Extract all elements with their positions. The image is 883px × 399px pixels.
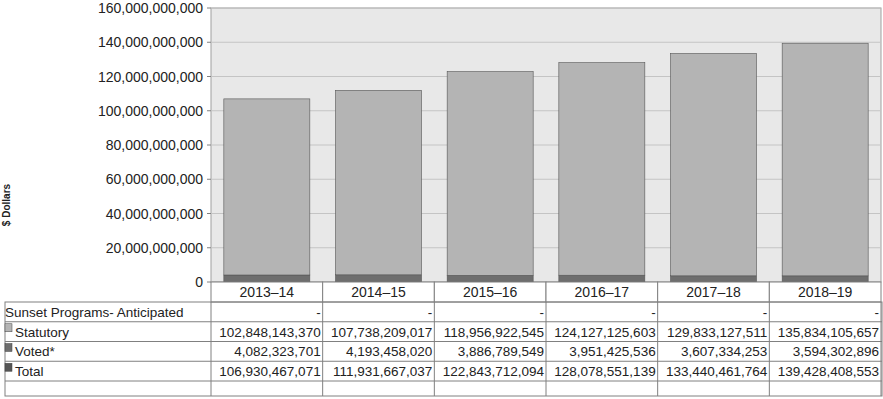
table-col-line bbox=[211, 302, 212, 396]
table-col-line bbox=[769, 302, 770, 396]
table-cell: 106,930,467,071 bbox=[219, 364, 320, 379]
category-label: 2015–16 bbox=[463, 284, 518, 300]
bar bbox=[782, 43, 868, 276]
table-col-line bbox=[434, 302, 435, 396]
axis-title: $ Dollars bbox=[1, 183, 12, 226]
table-cell: 107,738,209,017 bbox=[331, 325, 432, 340]
row-label: Voted* bbox=[15, 344, 56, 359]
table-cell: 3,594,302,896 bbox=[793, 344, 879, 359]
tick-label: 80,000,000,000 bbox=[106, 137, 204, 153]
legend-marker bbox=[5, 344, 12, 352]
tick-label: 120,000,000,000 bbox=[98, 69, 203, 85]
category-cell bbox=[323, 282, 435, 302]
table-row-line bbox=[5, 321, 882, 322]
table-cell: 3,607,334,253 bbox=[681, 344, 767, 359]
table-cell: 102,848,143,370 bbox=[219, 325, 320, 340]
category-label: 2013–14 bbox=[240, 284, 295, 300]
bar bbox=[224, 99, 310, 275]
tick-label: 100,000,000,000 bbox=[98, 103, 203, 119]
tick-mark bbox=[207, 179, 211, 180]
bar bbox=[447, 72, 533, 276]
table-cell: 133,440,461,764 bbox=[666, 364, 768, 379]
tick-mark bbox=[207, 282, 211, 283]
grid-line bbox=[211, 76, 881, 77]
category-cell bbox=[658, 282, 770, 302]
tick-label: 140,000,000,000 bbox=[98, 34, 203, 50]
category-label: 2018–19 bbox=[798, 284, 853, 300]
grid-line bbox=[211, 110, 881, 111]
category-label: 2016–17 bbox=[575, 284, 630, 300]
tick-mark bbox=[207, 145, 211, 146]
category-cell bbox=[434, 282, 546, 302]
table-col-line bbox=[322, 302, 323, 396]
table-cell: 122,843,712,094 bbox=[443, 364, 545, 379]
tick-mark bbox=[207, 76, 211, 77]
bar bbox=[559, 63, 645, 276]
table-cell: 3,886,789,549 bbox=[458, 344, 544, 359]
bar bbox=[671, 276, 757, 282]
bars bbox=[224, 43, 868, 282]
row-label: Statutory bbox=[15, 325, 69, 340]
table-row-line bbox=[5, 361, 882, 362]
tick-mark bbox=[207, 110, 211, 111]
table-row-line bbox=[5, 381, 882, 382]
grid-line bbox=[211, 145, 881, 146]
tick-label: 40,000,000,000 bbox=[106, 206, 204, 222]
grid-line bbox=[211, 8, 881, 9]
tick-mark bbox=[207, 42, 211, 43]
grid-line bbox=[211, 179, 881, 180]
category-label: 2017–18 bbox=[686, 284, 741, 300]
row-label: Total bbox=[15, 364, 44, 379]
bar bbox=[336, 275, 422, 282]
tick-label: 160,000,000,000 bbox=[98, 0, 203, 16]
tick-label: 0 bbox=[195, 274, 203, 290]
table-cell: 128,078,551,139 bbox=[554, 364, 655, 379]
category-cell bbox=[211, 282, 323, 302]
table-cell: 139,428,408,553 bbox=[778, 364, 879, 379]
bar bbox=[336, 90, 422, 275]
grid-line bbox=[211, 213, 881, 214]
table-cell: 124,127,125,603 bbox=[554, 325, 655, 340]
table-cell: 4,082,323,701 bbox=[234, 344, 320, 359]
table-cell: - bbox=[651, 305, 656, 320]
tick-mark bbox=[207, 8, 211, 9]
bar bbox=[782, 276, 868, 282]
row-label: Sunset Programs- Anticipated bbox=[5, 305, 184, 320]
table-cell: 4,193,458,020 bbox=[346, 344, 432, 359]
tick-mark bbox=[207, 213, 211, 214]
table-cell: 129,833,127,511 bbox=[667, 325, 767, 340]
chart: 0 20,000,000,000 40,000,000,000 60,000,000,… bbox=[0, 0, 883, 399]
bar bbox=[559, 275, 645, 282]
table-col-line bbox=[657, 302, 658, 396]
grid-line bbox=[211, 42, 881, 43]
table-cell: - bbox=[540, 305, 545, 320]
table-cell: 135,834,105,657 bbox=[778, 325, 879, 340]
bar bbox=[447, 275, 533, 282]
category-label: 2014–15 bbox=[351, 284, 406, 300]
tick-label: 60,000,000,000 bbox=[106, 171, 204, 187]
legend-marker bbox=[5, 324, 12, 332]
plot-area bbox=[211, 8, 881, 282]
table-cell: - bbox=[316, 305, 321, 320]
table-cell: 111,931,667,037 bbox=[333, 364, 432, 379]
table-cell: - bbox=[428, 305, 433, 320]
table-frame bbox=[5, 302, 882, 396]
legend-marker bbox=[5, 363, 12, 371]
category-cell bbox=[546, 282, 658, 302]
table-cell: 118,956,922,545 bbox=[444, 325, 544, 340]
grid-line bbox=[211, 247, 881, 248]
table-cell: - bbox=[875, 305, 880, 320]
tick-mark bbox=[207, 247, 211, 248]
table-col-line bbox=[546, 302, 547, 396]
table-col-line bbox=[881, 302, 882, 396]
table-cell: - bbox=[763, 305, 768, 320]
tick-label: 20,000,000,000 bbox=[106, 240, 204, 256]
table-cell: 3,951,425,536 bbox=[569, 344, 655, 359]
bar bbox=[224, 275, 310, 282]
table-row-line bbox=[5, 341, 882, 342]
category-cell bbox=[769, 282, 881, 302]
bar bbox=[671, 53, 757, 275]
